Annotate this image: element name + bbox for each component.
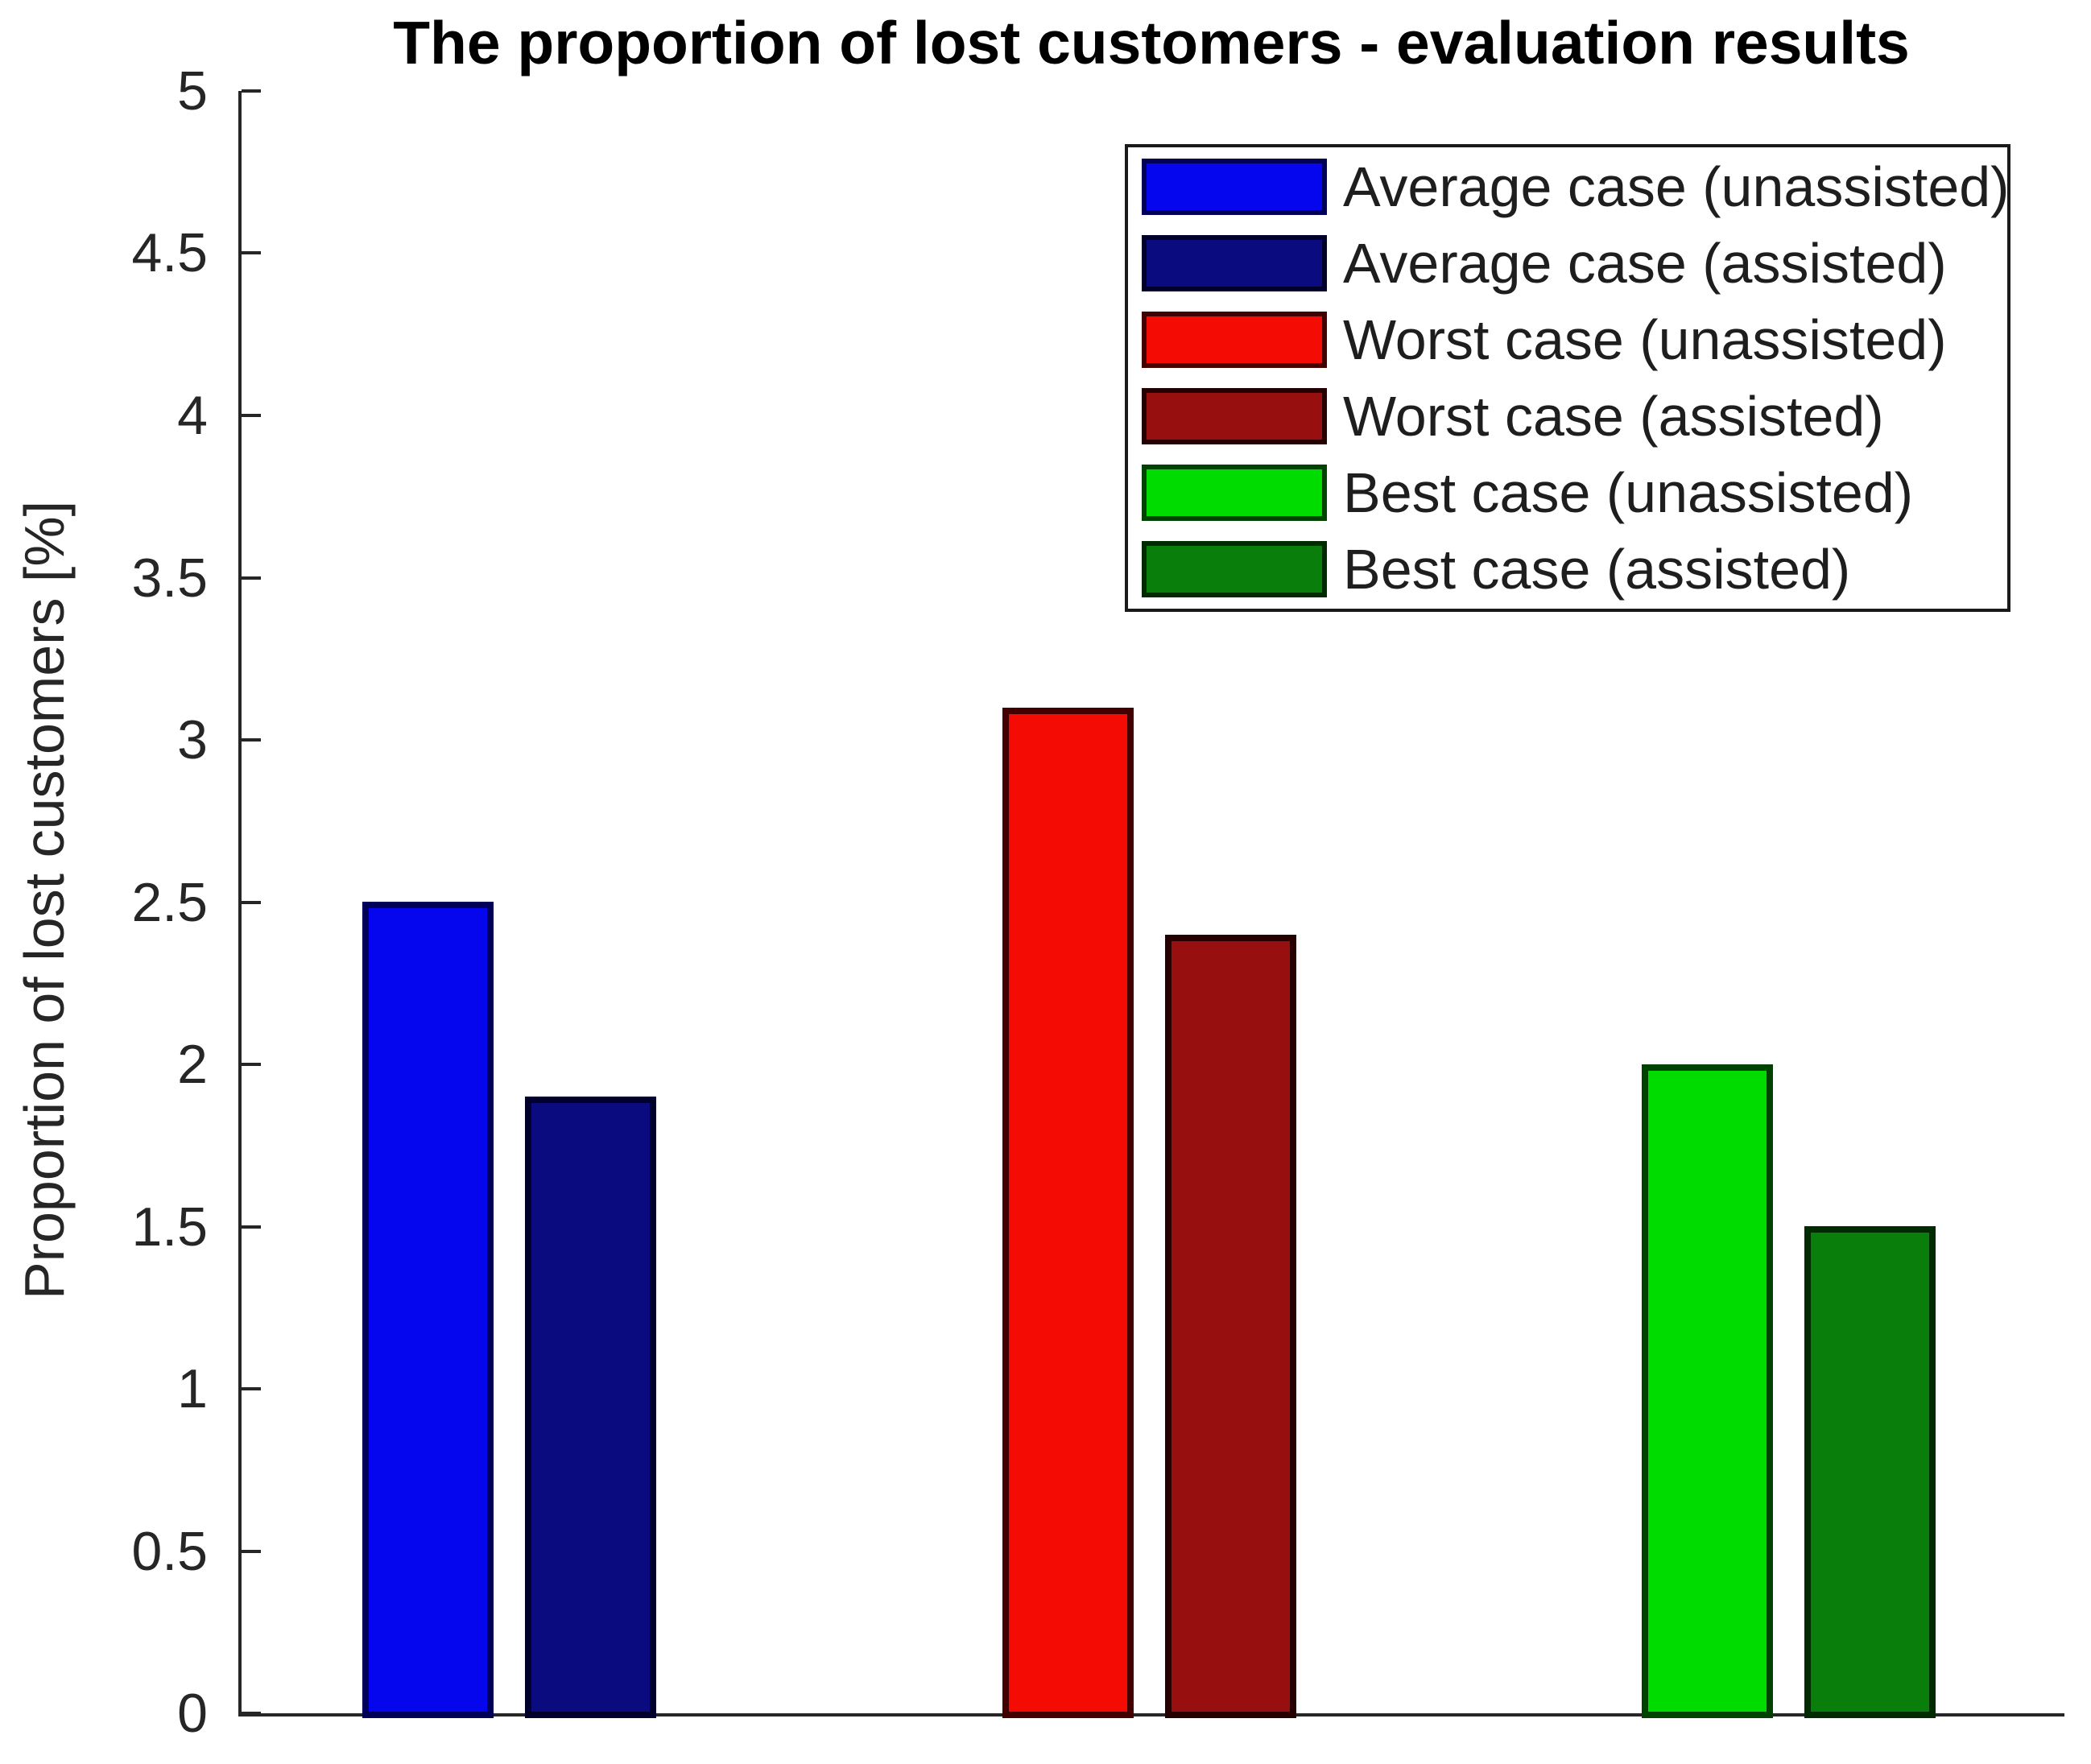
y-tick-label-0: 0 xyxy=(177,1683,208,1744)
legend-items: Average case (unassisted) Average case (a… xyxy=(1142,155,2010,601)
y-tick-mark-5 xyxy=(242,89,261,93)
y-tick-label-0-5: 0.5 xyxy=(131,1521,208,1582)
plot-area xyxy=(242,89,2061,1718)
legend-label-worst-case-unassisted: Worst case (unassisted) xyxy=(1343,308,1947,371)
bar-worst-case-assisted xyxy=(1165,935,1296,1718)
y-tick-label-3-5: 3.5 xyxy=(131,547,208,609)
y-axis-line xyxy=(238,91,242,1716)
legend-item-worst-case-unassisted: Worst case (unassisted) xyxy=(1142,308,2007,371)
legend-item-best-case-unassisted: Best case (unassisted) xyxy=(1142,461,2007,524)
legend-swatch-average-case-assisted xyxy=(1142,235,1327,291)
legend-swatch-best-case-assisted xyxy=(1142,541,1327,597)
bar-average-case-unassisted xyxy=(362,902,494,1718)
legend-item-average-case-unassisted: Average case (unassisted) xyxy=(1142,155,2010,218)
y-tick-label-4-5: 4.5 xyxy=(131,222,208,283)
legend-item-average-case-assisted: Average case (assisted) xyxy=(1142,232,2007,295)
bar-worst-case-unassisted xyxy=(1002,708,1134,1718)
chart-title: The proportion of lost customers - evalu… xyxy=(393,9,1910,76)
x-axis-line xyxy=(238,1713,2064,1716)
y-tick-label-2-5: 2.5 xyxy=(131,872,208,933)
legend-swatch-worst-case-unassisted xyxy=(1142,312,1327,368)
legend-label-best-case-unassisted: Best case (unassisted) xyxy=(1343,461,1914,524)
legend-item-best-case-assisted: Best case (assisted) xyxy=(1142,538,2007,601)
y-tick-mark-4 xyxy=(242,414,261,417)
legend-label-average-case-assisted: Average case (assisted) xyxy=(1343,232,1947,295)
legend-label-average-case-unassisted: Average case (unassisted) xyxy=(1343,155,2010,218)
y-tick-mark-1-5 xyxy=(242,1225,261,1229)
legend-item-worst-case-assisted: Worst case (assisted) xyxy=(1142,385,2007,448)
y-tick-mark-3-5 xyxy=(242,576,261,580)
legend-swatch-best-case-unassisted xyxy=(1142,465,1327,521)
y-tick-label-1: 1 xyxy=(177,1358,208,1419)
bar-best-case-assisted xyxy=(1804,1226,1936,1718)
y-tick-label-3: 3 xyxy=(177,709,208,770)
y-tick-mark-0 xyxy=(242,1712,261,1715)
y-tick-label-1-5: 1.5 xyxy=(131,1196,208,1258)
y-tick-mark-0-5 xyxy=(242,1550,261,1553)
y-tick-mark-3 xyxy=(242,738,261,742)
legend-swatch-worst-case-assisted xyxy=(1142,388,1327,444)
y-tick-mark-1 xyxy=(242,1387,261,1390)
y-tick-mark-2 xyxy=(242,1063,261,1066)
legend-label-best-case-assisted: Best case (assisted) xyxy=(1343,538,1851,601)
legend-swatch-average-case-unassisted xyxy=(1142,159,1327,215)
legend: Average case (unassisted) Average case (a… xyxy=(1125,144,2010,612)
y-tick-mark-4-5 xyxy=(242,251,261,254)
bar-average-case-assisted xyxy=(525,1097,656,1718)
y-tick-label-4: 4 xyxy=(177,385,208,446)
legend-label-worst-case-assisted: Worst case (assisted) xyxy=(1343,385,1884,448)
y-tick-mark-2-5 xyxy=(242,901,261,904)
y-tick-label-2: 2 xyxy=(177,1034,208,1095)
y-tick-label-5: 5 xyxy=(177,60,208,122)
bar-best-case-unassisted xyxy=(1642,1064,1773,1718)
